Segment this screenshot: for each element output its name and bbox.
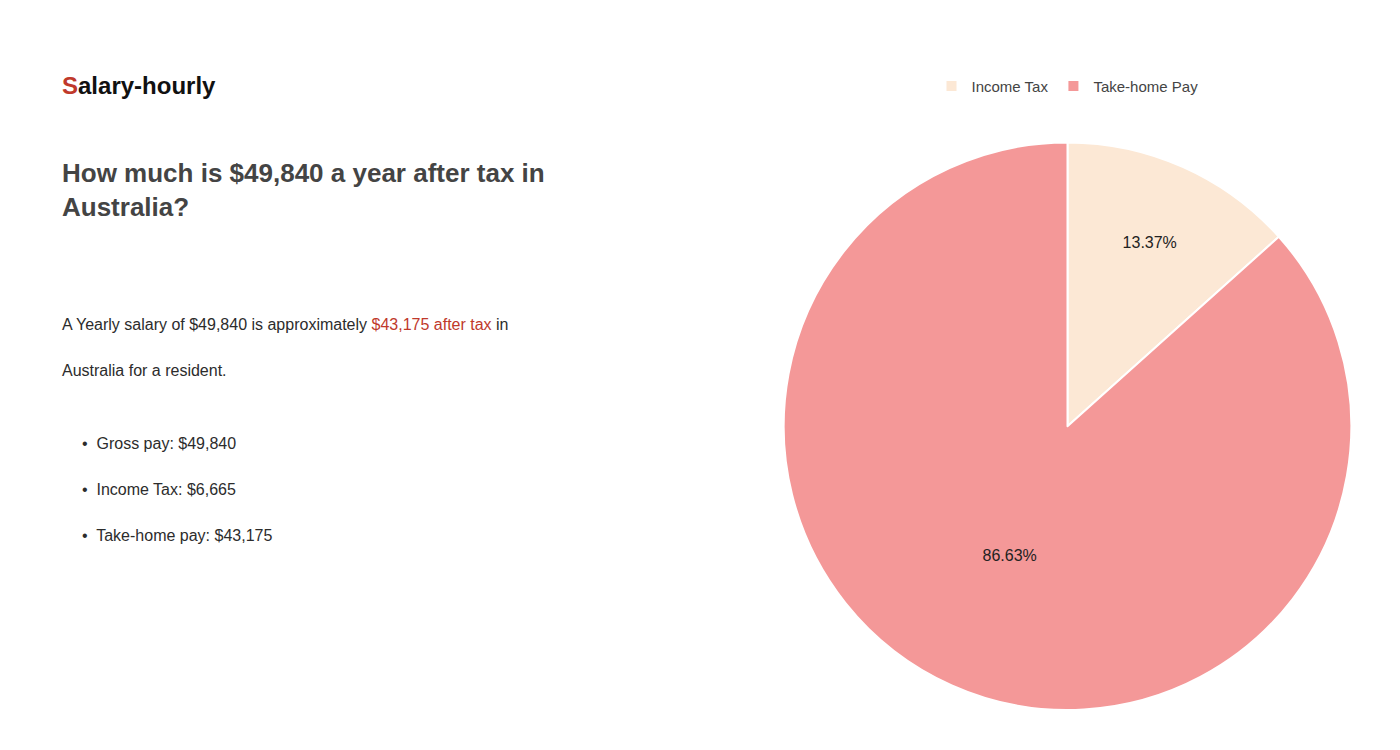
svg-text:Take-home Pay: Take-home Pay bbox=[1093, 78, 1198, 95]
svg-text:13.37%: 13.37% bbox=[1123, 234, 1177, 251]
svg-text:• Income Tax: $6,665: • Income Tax: $6,665 bbox=[82, 481, 236, 498]
svg-text:A Yearly salary of $49,840 is: A Yearly salary of $49,840 is approximat… bbox=[62, 316, 509, 333]
svg-text:Australia for a resident.: Australia for a resident. bbox=[62, 362, 227, 379]
svg-text:Salary-hourly: Salary-hourly bbox=[62, 72, 216, 99]
svg-text:Income Tax: Income Tax bbox=[972, 78, 1049, 95]
svg-text:• Gross pay: $49,840: • Gross pay: $49,840 bbox=[82, 435, 236, 452]
svg-text:86.63%: 86.63% bbox=[983, 547, 1037, 564]
svg-text:How much is $49,840 a year aft: How much is $49,840 a year after tax inA… bbox=[62, 158, 545, 222]
svg-text:• Take-home pay: $43,175: • Take-home pay: $43,175 bbox=[82, 527, 272, 544]
